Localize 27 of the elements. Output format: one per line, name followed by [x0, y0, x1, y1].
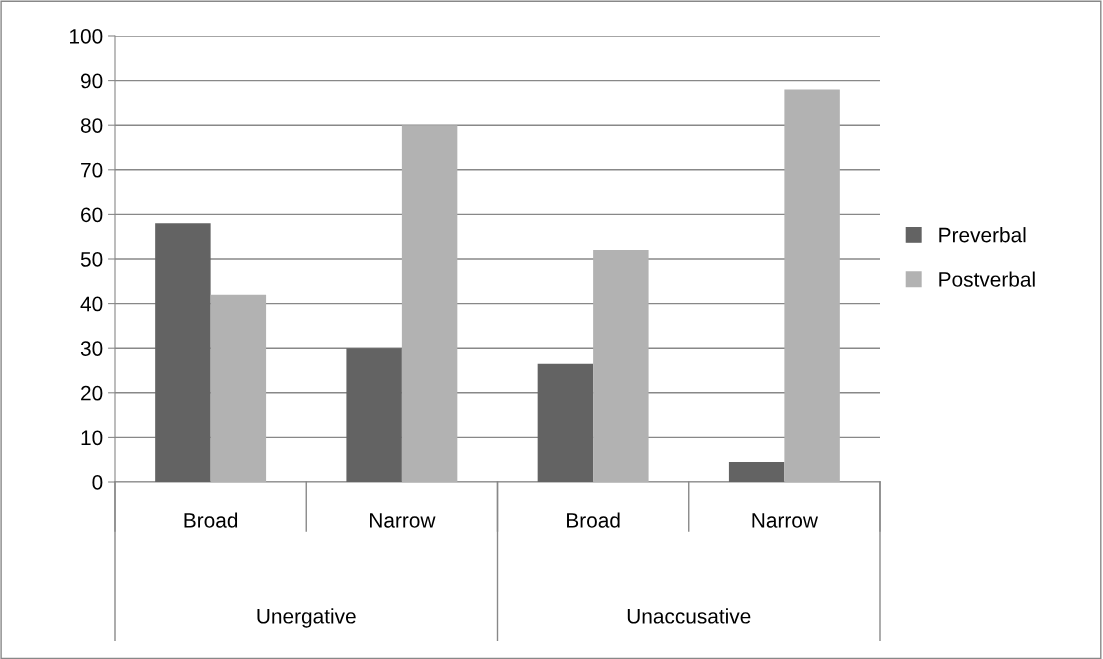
- y-tick-label: 80: [80, 118, 103, 133]
- bar: [210, 294, 267, 482]
- x-tick-label: Narrow: [752, 513, 818, 528]
- bar: [784, 89, 840, 482]
- bar: [537, 363, 594, 482]
- y-tick-label: 20: [81, 385, 103, 401]
- y-tick-label: 60: [81, 207, 103, 223]
- bar: [728, 461, 785, 482]
- bar: [155, 223, 211, 482]
- y-tick-label: 100: [70, 29, 103, 44]
- y-tick-label: 70: [81, 162, 103, 178]
- bar: [593, 250, 649, 482]
- y-tick-label: 10: [81, 430, 103, 446]
- legend-label: Postverbal: [939, 271, 1035, 287]
- text: Unaccusative: [627, 608, 751, 624]
- y-tick-label: 50: [80, 252, 103, 267]
- x-tick-label: Broad: [184, 512, 238, 528]
- y-tick-label: 0: [92, 475, 103, 490]
- y-tick-label: 30: [80, 341, 103, 356]
- text: Unergative: [257, 608, 356, 628]
- bar: [401, 125, 458, 482]
- bar: [346, 348, 402, 482]
- x-tick-label: Narrow: [370, 513, 436, 528]
- legend-label: Preverbal: [939, 227, 1026, 243]
- x-tick-label: Broad: [567, 512, 620, 528]
- y-tick-label: 90: [81, 73, 103, 89]
- y-tick-label: 40: [80, 296, 103, 312]
